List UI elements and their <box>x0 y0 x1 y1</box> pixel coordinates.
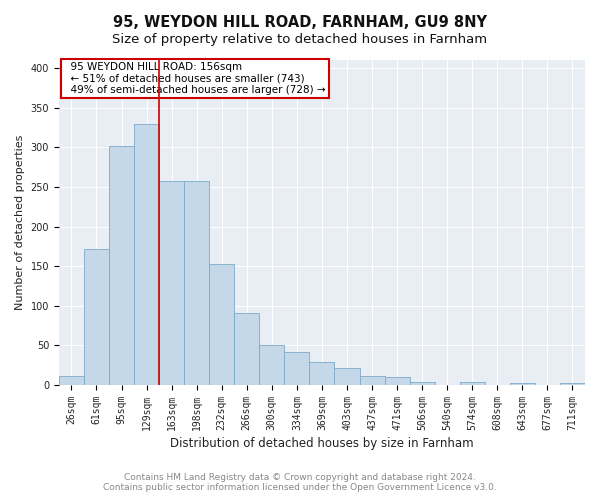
Bar <box>460 382 485 385</box>
Bar <box>209 264 234 385</box>
Bar <box>410 382 434 385</box>
Bar <box>184 180 209 385</box>
Text: 95, WEYDON HILL ROAD, FARNHAM, GU9 8NY: 95, WEYDON HILL ROAD, FARNHAM, GU9 8NY <box>113 15 487 30</box>
Bar <box>134 124 159 385</box>
Bar <box>109 146 134 385</box>
Text: Contains HM Land Registry data © Crown copyright and database right 2024.
Contai: Contains HM Land Registry data © Crown c… <box>103 473 497 492</box>
Bar <box>359 376 385 385</box>
Bar <box>284 352 310 385</box>
Y-axis label: Number of detached properties: Number of detached properties <box>15 135 25 310</box>
Bar <box>334 368 359 385</box>
Bar <box>59 376 84 385</box>
Bar <box>560 382 585 385</box>
Text: 95 WEYDON HILL ROAD: 156sqm
  ← 51% of detached houses are smaller (743)
  49% o: 95 WEYDON HILL ROAD: 156sqm ← 51% of det… <box>64 62 326 95</box>
Bar <box>259 346 284 385</box>
X-axis label: Distribution of detached houses by size in Farnham: Distribution of detached houses by size … <box>170 437 474 450</box>
Bar <box>385 377 410 385</box>
Bar <box>510 382 535 385</box>
Text: Size of property relative to detached houses in Farnham: Size of property relative to detached ho… <box>112 32 488 46</box>
Bar <box>310 362 334 385</box>
Bar <box>159 180 184 385</box>
Bar <box>234 313 259 385</box>
Bar <box>84 248 109 385</box>
